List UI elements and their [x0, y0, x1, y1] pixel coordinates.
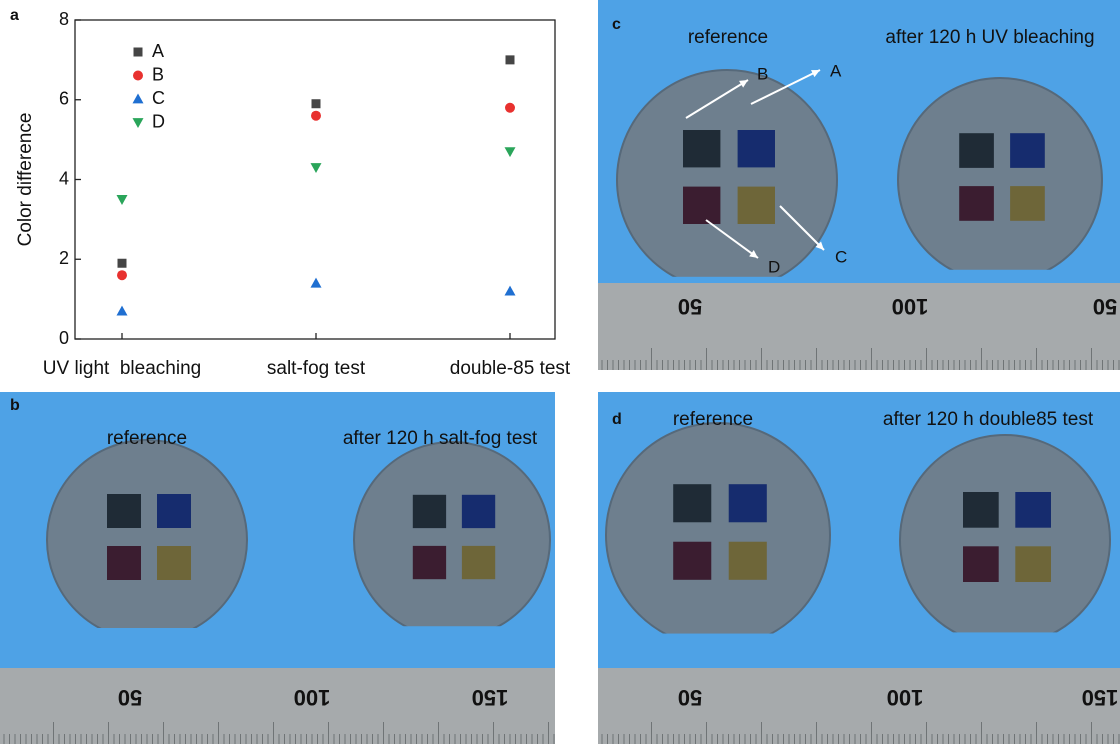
- color-square: [738, 130, 775, 167]
- color-square: [673, 542, 711, 580]
- wafer: [617, 70, 837, 290]
- arrow-label: C: [835, 247, 847, 266]
- photo-panel: 50 100 50 c reference after 120 h UV bleachin…: [598, 0, 1120, 370]
- color-square: [673, 484, 711, 522]
- color-square: [963, 492, 999, 528]
- caption: after 120 h double85 test: [883, 409, 1094, 430]
- panel-label: d: [612, 411, 622, 428]
- photo-panel: 50 100 150 b reference after 120 h salt-fog t…: [0, 392, 555, 744]
- color-square: [963, 546, 999, 582]
- data-point: [505, 103, 515, 113]
- caption: after 120 h UV bleaching: [885, 27, 1094, 48]
- y-tick-label: 0: [59, 328, 69, 348]
- color-square: [157, 546, 191, 580]
- color-square: [1010, 186, 1045, 221]
- color-square: [683, 187, 720, 224]
- color-square: [729, 484, 767, 522]
- color-square: [157, 494, 191, 528]
- wafer-flat: [942, 632, 1068, 653]
- color-square: [1010, 133, 1045, 168]
- ruler: [598, 668, 1120, 744]
- y-axis-label: Color difference: [15, 113, 36, 247]
- legend-label: B: [152, 64, 164, 84]
- arrow-label: A: [830, 61, 842, 80]
- y-tick-label: 4: [59, 168, 69, 188]
- photo-panel: 50 100 150 d reference after 120 h double85 t…: [598, 392, 1120, 744]
- wafer: [898, 78, 1102, 282]
- ruler: [598, 283, 1120, 370]
- figure: a 0 2 4 6 8 Color difference UV light bleaching…: [0, 0, 1120, 744]
- data-point: [118, 259, 127, 268]
- y-tick-label: 6: [59, 89, 69, 109]
- ruler-number: 50: [678, 294, 702, 319]
- legend-label: C: [152, 88, 165, 108]
- y-tick-label: 2: [59, 248, 69, 268]
- color-square: [462, 495, 495, 528]
- color-square: [462, 546, 495, 579]
- color-square: [683, 130, 720, 167]
- caption: after 120 h salt-fog test: [343, 428, 538, 449]
- wafer: [354, 442, 550, 638]
- wafer: [606, 423, 830, 647]
- data-point: [311, 111, 321, 121]
- color-square: [413, 546, 446, 579]
- x-tick-label: double-85 test: [450, 358, 571, 379]
- legend-label: D: [152, 111, 165, 131]
- y-tick-label: 8: [59, 9, 69, 29]
- x-tick-label: UV light bleaching: [43, 358, 201, 379]
- ruler-number: 100: [892, 294, 929, 319]
- color-square: [738, 187, 775, 224]
- wafer-flat: [651, 634, 785, 656]
- data-point: [117, 270, 127, 280]
- wafer: [900, 435, 1110, 645]
- caption: reference: [688, 27, 768, 48]
- caption: reference: [107, 428, 187, 449]
- legend-marker: [133, 71, 143, 81]
- color-square: [413, 495, 446, 528]
- wafer-flat: [87, 628, 207, 648]
- color-square: [107, 494, 141, 528]
- data-point: [312, 99, 321, 108]
- color-square: [959, 186, 994, 221]
- ruler-number: 50: [118, 685, 142, 710]
- ruler-number: 100: [887, 685, 924, 710]
- ruler-number: 150: [1082, 685, 1119, 710]
- color-square: [107, 546, 141, 580]
- color-square: [1015, 492, 1051, 528]
- ruler-number: 150: [472, 685, 509, 710]
- color-square: [1015, 546, 1051, 582]
- legend-marker: [134, 48, 143, 57]
- color-square: [959, 133, 994, 168]
- color-square: [729, 542, 767, 580]
- arrow-label: D: [768, 257, 780, 276]
- wafer: [47, 440, 247, 640]
- panel-label: c: [612, 16, 621, 33]
- panel-label: a: [10, 7, 19, 24]
- ruler-number: 50: [678, 685, 702, 710]
- arrow-label: B: [757, 64, 768, 83]
- legend-label: A: [152, 41, 164, 61]
- panel-label: b: [10, 397, 20, 414]
- ruler-number: 50: [1093, 294, 1117, 319]
- ruler-number: 100: [294, 685, 331, 710]
- x-tick-label: salt-fog test: [267, 358, 366, 379]
- data-point: [506, 55, 515, 64]
- caption: reference: [673, 409, 753, 430]
- wafer-flat: [393, 626, 511, 646]
